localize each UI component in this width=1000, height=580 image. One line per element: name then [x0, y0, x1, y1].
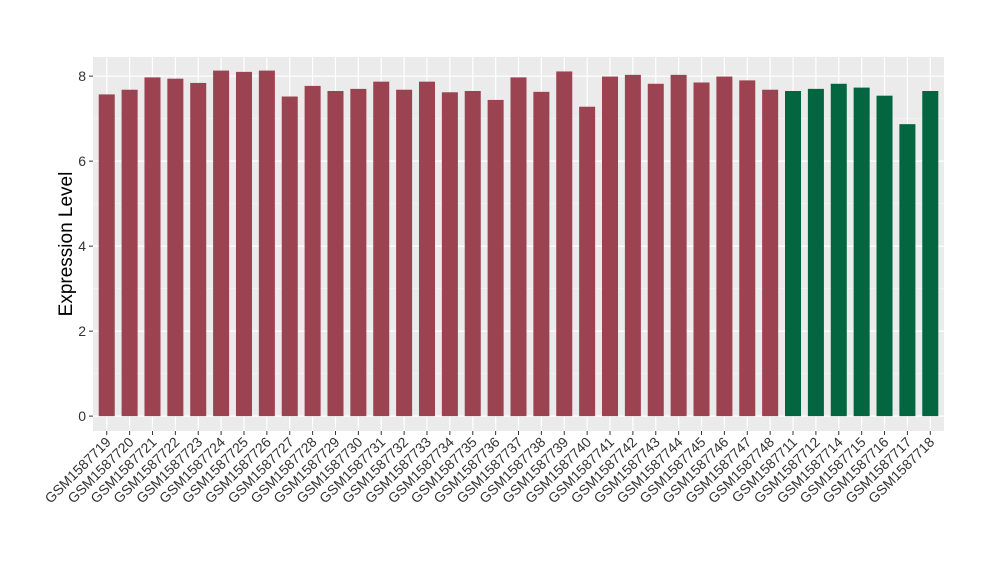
- bar-GSM1587734: [441, 92, 458, 417]
- bar-GSM1587746: [716, 76, 733, 417]
- bar-GSM1587712: [807, 88, 824, 417]
- bar-GSM1587715: [853, 87, 870, 417]
- bar-GSM1587729: [327, 91, 344, 417]
- bar-GSM1587741: [601, 76, 619, 417]
- bar-GSM1587726: [258, 70, 275, 417]
- bar-GSM1587739: [556, 71, 573, 417]
- bar-GSM1587736: [487, 99, 504, 417]
- bar-GSM1587711: [785, 91, 802, 417]
- bar-GSM1587740: [579, 106, 596, 417]
- bar-GSM1587742: [624, 74, 641, 417]
- bar-GSM1587732: [396, 89, 413, 417]
- bar-GSM1587727: [281, 96, 298, 417]
- bar-GSM1587733: [418, 81, 436, 417]
- bar-GSM1587714: [830, 83, 847, 417]
- bar-GSM1587728: [304, 85, 321, 417]
- y-tick-label: 2: [78, 323, 86, 339]
- y-tick-label: 8: [78, 68, 86, 84]
- bar-GSM1587747: [739, 80, 756, 417]
- bar-GSM1587723: [190, 82, 207, 417]
- bars: [98, 70, 939, 417]
- bar-GSM1587735: [464, 91, 481, 417]
- bar-GSM1587738: [533, 91, 550, 417]
- bar-GSM1587718: [922, 91, 939, 417]
- bar-GSM1587725: [235, 71, 252, 417]
- bar-GSM1587724: [213, 70, 230, 417]
- bar-GSM1587743: [647, 83, 664, 417]
- y-axis: 0 2 4 6 8: [78, 68, 93, 424]
- bar-GSM1587722: [167, 78, 184, 417]
- bar-GSM1587721: [144, 77, 161, 417]
- x-axis: GSM1587719GSM1587720GSM1587721GSM1587722…: [41, 431, 938, 506]
- bar-GSM1587745: [693, 82, 710, 417]
- y-tick-label: 4: [78, 238, 86, 254]
- bar-GSM1587720: [121, 89, 138, 417]
- y-tick-label: 6: [78, 153, 86, 169]
- bar-GSM1587748: [762, 89, 779, 417]
- y-axis-title: Expression Level: [56, 172, 77, 317]
- bar-GSM1587716: [876, 95, 893, 417]
- bar-GSM1587744: [670, 74, 687, 417]
- bar-GSM1587719: [98, 94, 115, 417]
- bar-GSM1587717: [899, 124, 916, 417]
- y-tick-label: 0: [78, 408, 86, 424]
- bar-GSM1587737: [510, 77, 527, 417]
- bar-GSM1587730: [350, 88, 367, 417]
- bar-GSM1587731: [373, 81, 390, 417]
